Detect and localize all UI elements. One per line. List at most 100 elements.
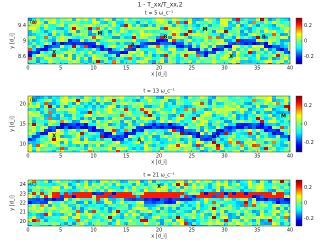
heatmap-cell bbox=[232, 123, 236, 126]
heatmap-cell bbox=[28, 192, 32, 195]
heatmap-cell bbox=[224, 183, 228, 186]
heatmap-cell bbox=[92, 192, 96, 195]
heatmap-cell bbox=[232, 219, 236, 222]
heatmap-cell bbox=[192, 207, 196, 210]
heatmap-cell bbox=[236, 219, 240, 222]
heatmap-cell bbox=[224, 138, 228, 141]
heatmap-cell bbox=[40, 186, 44, 189]
heatmap-cell bbox=[128, 201, 132, 204]
heatmap-cell bbox=[60, 96, 64, 99]
heatmap-cell bbox=[44, 45, 48, 48]
heatmap-cell bbox=[244, 195, 248, 198]
x-tick-label: 0 bbox=[26, 228, 29, 234]
heatmap-cell bbox=[168, 141, 172, 144]
heatmap-cell bbox=[208, 21, 212, 24]
heatmap-cell bbox=[180, 189, 184, 192]
x-tick-label: 5 bbox=[59, 154, 62, 160]
heatmap-cell bbox=[44, 147, 48, 150]
heatmap-cell bbox=[64, 114, 68, 117]
heatmap-cell bbox=[252, 27, 256, 30]
heatmap-cell bbox=[64, 120, 68, 123]
heatmap-cell bbox=[256, 117, 260, 120]
heatmap-cell bbox=[236, 18, 240, 21]
heatmap-cell bbox=[140, 222, 144, 225]
heatmap-cell bbox=[192, 99, 196, 102]
heatmap-cell bbox=[256, 132, 260, 135]
heatmap-cell bbox=[204, 207, 208, 210]
heatmap-cell bbox=[284, 51, 288, 54]
heatmap-cell bbox=[172, 48, 176, 51]
heatmap-cell bbox=[244, 213, 248, 216]
heatmap-cell bbox=[260, 60, 264, 63]
heatmap-cell bbox=[216, 105, 220, 108]
heatmap-cell bbox=[204, 21, 208, 24]
heatmap-cell bbox=[216, 24, 220, 27]
heatmap-cell bbox=[220, 45, 224, 48]
heatmap-cell bbox=[48, 18, 52, 21]
heatmap-cell bbox=[180, 45, 184, 48]
heatmap-cell bbox=[268, 180, 272, 183]
heatmap-cell bbox=[236, 147, 240, 150]
heatmap-cell bbox=[276, 180, 280, 183]
heatmap-cell bbox=[236, 183, 240, 186]
heatmap-cell bbox=[44, 129, 48, 132]
heatmap-cell bbox=[96, 147, 100, 150]
heatmap-cell bbox=[188, 189, 192, 192]
heatmap-cell bbox=[224, 123, 228, 126]
heatmap-cell bbox=[176, 219, 180, 222]
heatmap-cell bbox=[216, 42, 220, 45]
heatmap-cell bbox=[56, 129, 60, 132]
heatmap-cell bbox=[168, 189, 172, 192]
heatmap-cell bbox=[176, 51, 180, 54]
heatmap-cell bbox=[64, 96, 68, 99]
heatmap-cell bbox=[92, 135, 96, 138]
heatmap-cell bbox=[76, 198, 80, 201]
heatmap-cell bbox=[264, 102, 268, 105]
heatmap-cell bbox=[196, 144, 200, 147]
heatmap-cell bbox=[44, 39, 48, 42]
heatmap-cell bbox=[276, 27, 280, 30]
heatmap-cell bbox=[268, 183, 272, 186]
heatmap-cell bbox=[244, 204, 248, 207]
heatmap-cell bbox=[192, 141, 196, 144]
heatmap-cell bbox=[68, 198, 72, 201]
heatmap-cell bbox=[64, 186, 68, 189]
heatmap-cell bbox=[280, 129, 284, 132]
heatmap-cell bbox=[192, 51, 196, 54]
heatmap-cell bbox=[108, 129, 112, 132]
heatmap-cell bbox=[240, 150, 244, 152]
heatmap-cell bbox=[96, 198, 100, 201]
heatmap-cell bbox=[272, 138, 276, 141]
heatmap-cell bbox=[272, 189, 276, 192]
heatmap-cell bbox=[112, 27, 116, 30]
heatmap-cell bbox=[32, 138, 36, 141]
heatmap-cell bbox=[252, 150, 256, 152]
heatmap-cell bbox=[92, 180, 96, 183]
heatmap-cell bbox=[276, 96, 280, 99]
annotation: A bbox=[137, 138, 141, 144]
heatmap-cell bbox=[228, 183, 232, 186]
heatmap-cell bbox=[36, 150, 40, 152]
heatmap-cell bbox=[140, 18, 144, 21]
heatmap-cell bbox=[56, 102, 60, 105]
heatmap-cell bbox=[84, 198, 88, 201]
heatmap-cell bbox=[128, 219, 132, 222]
heatmap-cell bbox=[164, 126, 168, 129]
heatmap-cell bbox=[276, 201, 280, 204]
heatmap-cell bbox=[72, 141, 76, 144]
heatmap-cell bbox=[272, 219, 276, 222]
heatmap-cell bbox=[252, 99, 256, 102]
heatmap-cell bbox=[280, 213, 284, 216]
heatmap-cell bbox=[256, 204, 260, 207]
heatmap-cell bbox=[264, 105, 268, 108]
heatmap-cell bbox=[32, 132, 36, 135]
heatmap-cell bbox=[192, 198, 196, 201]
heatmap-cell bbox=[176, 147, 180, 150]
heatmap-cell bbox=[96, 183, 100, 186]
heatmap-cell bbox=[76, 135, 80, 138]
heatmap-cell bbox=[260, 51, 264, 54]
heatmap-cell bbox=[48, 102, 52, 105]
heatmap-cell bbox=[156, 114, 160, 117]
heatmap-cell bbox=[100, 108, 104, 111]
heatmap-cell bbox=[236, 108, 240, 111]
